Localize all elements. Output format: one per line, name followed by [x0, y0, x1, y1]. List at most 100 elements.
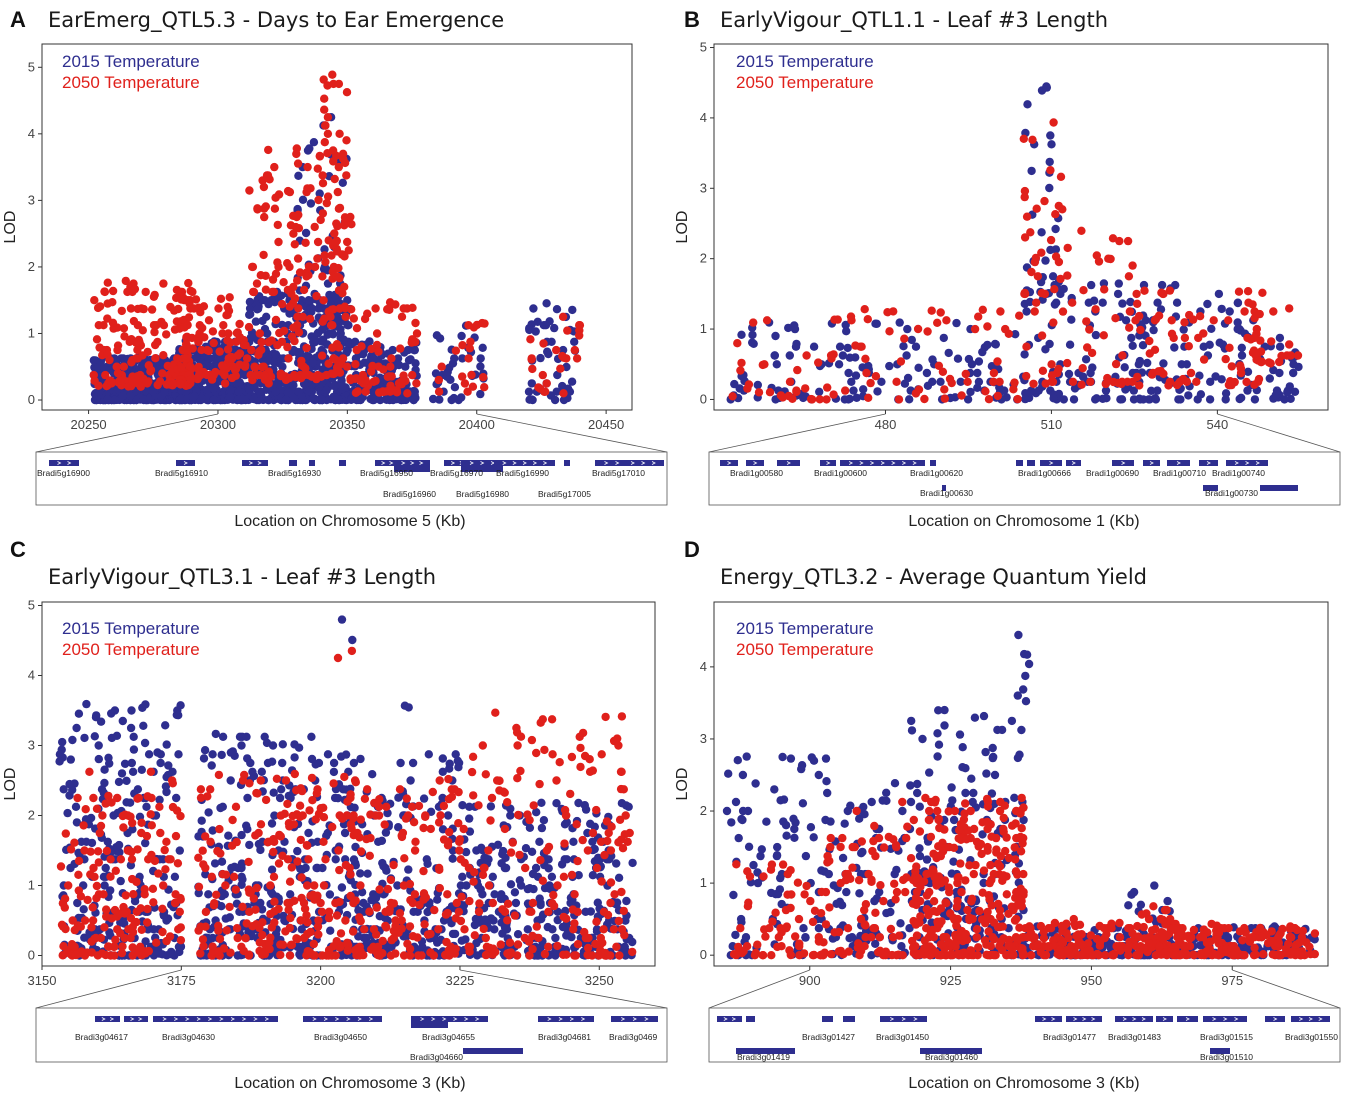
point-2050: [459, 824, 468, 834]
point-2015: [343, 296, 352, 305]
point-2050: [272, 774, 282, 783]
point-2050: [444, 774, 453, 784]
point-2050: [219, 362, 228, 371]
point-2050: [334, 263, 343, 273]
point-2050: [765, 388, 775, 397]
point-2015: [72, 723, 81, 733]
point-2015: [419, 794, 429, 803]
point-2050: [1169, 333, 1178, 343]
point-2050: [216, 849, 225, 858]
scatter-points: [89, 70, 585, 405]
point-2015: [548, 925, 557, 934]
point-2050: [133, 321, 143, 330]
point-2050: [313, 254, 322, 263]
point-2050: [276, 372, 286, 381]
point-2050: [587, 951, 597, 960]
point-2050: [606, 878, 616, 887]
point-2050: [1140, 286, 1149, 295]
point-2050: [215, 824, 224, 834]
point-2050: [1257, 358, 1266, 367]
point-2050: [619, 785, 628, 794]
point-2050: [1133, 299, 1142, 308]
point-2050: [628, 947, 637, 957]
point-2050: [303, 162, 312, 172]
point-2015: [1184, 391, 1193, 400]
point-2050: [316, 804, 325, 813]
scatter-points: [722, 630, 1320, 960]
point-2050: [455, 835, 465, 844]
point-2050: [245, 907, 254, 916]
point-2050: [342, 171, 351, 180]
point-2050: [1227, 362, 1237, 371]
point-2015: [822, 777, 831, 786]
point-2015: [729, 890, 738, 900]
point-2050: [259, 182, 269, 192]
point-2050: [481, 770, 490, 779]
point-2015: [118, 716, 128, 726]
point-2050: [108, 286, 118, 296]
point-2050: [410, 846, 420, 855]
point-2015: [310, 335, 319, 344]
point-2015: [337, 382, 347, 391]
point-2015: [341, 750, 351, 759]
point-2050: [616, 767, 626, 776]
point-2050: [933, 318, 942, 327]
point-2015: [66, 755, 76, 764]
point-2050: [942, 316, 951, 325]
point-2050: [326, 312, 335, 321]
point-2050: [515, 850, 524, 860]
point-2050: [158, 369, 167, 378]
point-2050: [233, 328, 242, 337]
point-2015: [294, 171, 303, 180]
point-2015: [225, 392, 235, 402]
point-2015: [217, 750, 226, 760]
point-2050: [103, 278, 113, 287]
point-2050: [312, 291, 321, 301]
point-2015: [331, 855, 340, 864]
point-2050: [153, 337, 162, 347]
point-2050: [435, 776, 444, 785]
point-2050: [309, 939, 318, 949]
point-2050: [289, 323, 298, 332]
point-2015: [323, 750, 333, 759]
point-2015: [283, 388, 293, 397]
point-2015: [79, 905, 88, 914]
gene-label: Bradi5g17010: [592, 468, 645, 478]
y-tick-label: 1: [28, 325, 35, 340]
point-2050: [481, 933, 490, 943]
gene-bar: [289, 460, 297, 466]
point-2050: [249, 287, 258, 297]
point-2050: [232, 337, 241, 346]
point-2015: [885, 361, 894, 371]
point-2050: [341, 916, 350, 925]
point-2050: [154, 869, 163, 878]
point-2050: [332, 363, 342, 372]
point-2050: [199, 860, 208, 869]
point-2050: [503, 899, 513, 908]
point-2015: [809, 342, 819, 351]
point-2050: [583, 846, 593, 855]
point-2050: [573, 940, 583, 949]
point-2050: [127, 358, 136, 367]
point-2050: [592, 917, 601, 926]
point-2050: [174, 304, 183, 314]
point-2050: [1020, 289, 1029, 299]
point-2050: [437, 362, 446, 371]
point-2050: [252, 883, 261, 893]
point-2015: [1151, 395, 1161, 404]
point-2015: [200, 746, 210, 755]
point-2015: [858, 847, 867, 857]
point-2050: [133, 345, 142, 355]
point-2050: [1063, 358, 1072, 368]
point-2050: [126, 933, 135, 943]
gene-label: Bradi5g16900: [37, 468, 90, 478]
point-2050: [1032, 298, 1041, 307]
point-2015: [1020, 394, 1030, 404]
point-2050: [361, 387, 370, 396]
point-2015: [304, 828, 313, 838]
plot-frame: [41, 43, 633, 411]
point-2015: [753, 380, 762, 390]
point-2050: [194, 882, 204, 892]
point-2050: [521, 863, 530, 873]
point-2015: [94, 754, 104, 764]
